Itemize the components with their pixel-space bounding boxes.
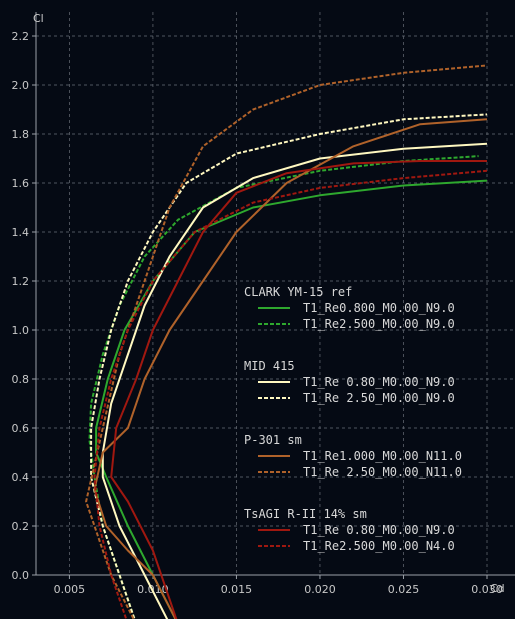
series xyxy=(85,64,488,619)
y-tick-label: 1.4 xyxy=(12,226,30,239)
legend-group-title: TsAGI R-II 14% sm xyxy=(244,507,367,521)
legend-entry: T1_Re1.000_M0.00_N11.0 xyxy=(303,449,462,463)
y-tick-label: 0.4 xyxy=(12,471,30,484)
x-tick-label: 0.005 xyxy=(54,583,86,596)
y-tick-label: 0.0 xyxy=(12,569,30,582)
legend-group-title: CLARK YM-15 ref xyxy=(244,285,352,299)
legend: CLARK YM-15 ref T1_Re0.800_M0.00_N9.0 T1_R… xyxy=(244,285,462,553)
series-line xyxy=(90,113,488,619)
series-line xyxy=(101,142,488,619)
x-tick-label: 0.025 xyxy=(388,583,420,596)
series-line xyxy=(110,160,487,619)
x-tick-label: 0.015 xyxy=(221,583,253,596)
series-line xyxy=(95,179,488,619)
y-tick-label: 1.0 xyxy=(12,324,30,337)
legend-entry: T1_Re 0.80_M0.00_N9.0 xyxy=(303,523,455,537)
legend-entry: T1_Re 2.50_M0.00_N9.0 xyxy=(303,391,455,405)
y-tick-label: 1.2 xyxy=(12,275,30,288)
y-tick-label: 0.6 xyxy=(12,422,30,435)
series-line xyxy=(93,118,488,619)
y-tick-label: 2.0 xyxy=(12,79,30,92)
axes xyxy=(35,12,515,576)
legend-entry: T1_Re 0.80_M0.00_N9.0 xyxy=(303,375,455,389)
y-tick-label: 0.8 xyxy=(12,373,30,386)
y-tick-label: 0.2 xyxy=(12,520,30,533)
legend-group-title: P-301 sm xyxy=(244,433,302,447)
legend-entry: T1_Re2.500_M0.00_N9.0 xyxy=(303,317,455,331)
series-line xyxy=(85,64,488,619)
y-tick-label: 1.6 xyxy=(12,177,30,190)
y-tick-labels: 0.0 0.2 0.4 0.6 0.8 1.0 1.2 1.4 1.6 1.8 2.0 2.2 xyxy=(12,30,36,582)
legend-entry: T1_Re0.800_M0.00_N9.0 xyxy=(303,301,455,315)
legend-entry: T1_Re2.500_M0.00_N4.0 xyxy=(303,539,455,553)
x-axis-label: Cd xyxy=(490,582,505,595)
x-tick-label: 0.030 xyxy=(471,583,503,596)
x-tick-label: 0.020 xyxy=(304,583,336,596)
legend-group-title: MID 415 xyxy=(244,359,295,373)
legend-entry: T1_Re 2.50_M0.00_N11.0 xyxy=(303,465,462,479)
y-tick-label: 2.2 xyxy=(12,30,30,43)
y-axis-label: Cl xyxy=(33,12,44,25)
y-tick-label: 1.8 xyxy=(12,128,30,141)
series-line xyxy=(93,169,488,619)
